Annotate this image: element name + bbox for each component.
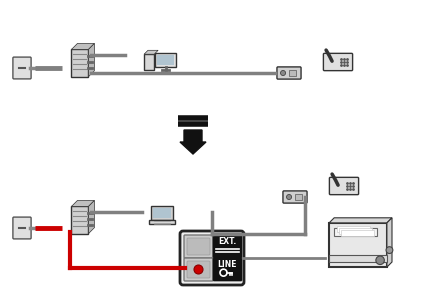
Text: EXT.: EXT. bbox=[218, 237, 237, 246]
FancyBboxPatch shape bbox=[323, 53, 353, 70]
Polygon shape bbox=[88, 44, 94, 76]
Bar bbox=[341, 230, 374, 236]
Bar bbox=[153, 208, 171, 218]
Bar bbox=[295, 194, 302, 200]
Polygon shape bbox=[71, 44, 94, 50]
Circle shape bbox=[376, 256, 384, 265]
Bar bbox=[71, 50, 88, 76]
Bar bbox=[329, 255, 387, 262]
Circle shape bbox=[286, 194, 292, 200]
Bar bbox=[339, 228, 372, 234]
Polygon shape bbox=[387, 218, 392, 267]
FancyBboxPatch shape bbox=[187, 238, 210, 255]
Bar bbox=[337, 226, 370, 232]
FancyBboxPatch shape bbox=[13, 57, 31, 79]
Bar bbox=[144, 54, 154, 70]
Bar bbox=[151, 206, 173, 220]
Bar bbox=[329, 223, 387, 267]
Polygon shape bbox=[144, 50, 158, 54]
FancyBboxPatch shape bbox=[329, 177, 359, 195]
Bar bbox=[149, 220, 175, 224]
FancyBboxPatch shape bbox=[180, 231, 244, 285]
FancyBboxPatch shape bbox=[187, 261, 210, 278]
Text: LINE: LINE bbox=[218, 260, 237, 269]
FancyBboxPatch shape bbox=[213, 235, 242, 258]
Circle shape bbox=[194, 265, 203, 274]
Polygon shape bbox=[71, 200, 94, 206]
Polygon shape bbox=[88, 200, 94, 234]
Bar bbox=[334, 228, 377, 236]
FancyBboxPatch shape bbox=[184, 235, 213, 258]
Circle shape bbox=[386, 247, 393, 254]
Bar bbox=[157, 55, 174, 65]
Polygon shape bbox=[329, 218, 392, 223]
Circle shape bbox=[280, 70, 286, 76]
Bar bbox=[289, 70, 296, 76]
FancyArrow shape bbox=[180, 130, 206, 154]
Bar bbox=[156, 52, 176, 67]
FancyBboxPatch shape bbox=[13, 217, 31, 239]
FancyBboxPatch shape bbox=[184, 258, 213, 281]
Bar bbox=[71, 206, 88, 234]
FancyBboxPatch shape bbox=[213, 258, 242, 281]
FancyBboxPatch shape bbox=[283, 191, 307, 203]
FancyBboxPatch shape bbox=[277, 67, 301, 79]
